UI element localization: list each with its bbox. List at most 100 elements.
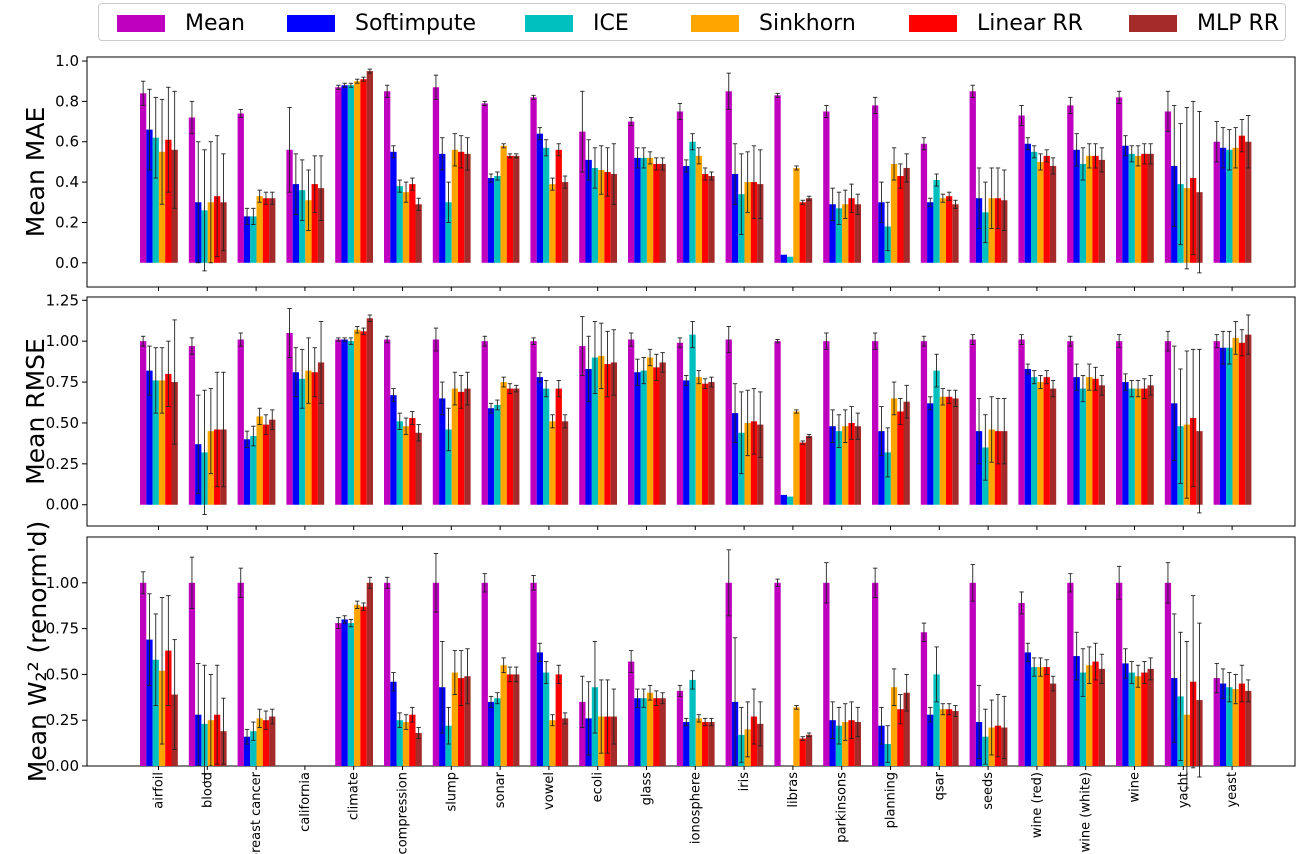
bar-mean-wine-white: [1067, 582, 1074, 766]
bar-linear-rr-sonar: [506, 155, 514, 263]
bar-softimpute-breast-cancer: [243, 736, 251, 766]
legend-label-linear-rr: Linear RR: [977, 10, 1083, 36]
bar-softimpute-sonar: [487, 408, 495, 505]
bar-mean-breast-cancer: [237, 582, 244, 766]
bar-mean-parkinsons: [823, 582, 830, 766]
bar-mlp-rr-qsar: [952, 204, 959, 263]
bar-sinkhorn-ecoli: [598, 169, 605, 263]
legend-swatch-mlp-rr: [1129, 14, 1177, 32]
bar-softimpute-airfoil: [146, 129, 153, 263]
xtick-label-climate: climate: [347, 772, 362, 820]
bar-sinkhorn-iris: [744, 422, 751, 505]
bar-mlp-rr-wine: [1147, 385, 1154, 505]
bar-mean-iris: [725, 91, 732, 263]
legend-label-mlp-rr: MLP RR: [1197, 10, 1280, 36]
bar-mean-sonar: [481, 341, 488, 505]
bar-mlp-rr-iris: [757, 424, 764, 505]
bar-linear-rr-wine-red: [1043, 377, 1050, 505]
bar-mlp-rr-vowel: [561, 182, 569, 263]
bar-linear-rr-breast-cancer: [262, 424, 270, 505]
bar-mean-vowel: [530, 341, 537, 505]
panel-3-ytick-label: 0.25: [46, 711, 79, 729]
bar-mlp-rr-wine: [1147, 668, 1154, 766]
bar-sinkhorn-sonar: [500, 665, 507, 766]
bar-sinkhorn-climate: [354, 81, 361, 263]
bar-softimpute-wine: [1122, 145, 1129, 263]
bar-softimpute-wine-red: [1024, 143, 1031, 263]
bar-mlp-rr-wine-red: [1049, 165, 1057, 263]
bar-linear-rr-libras: [799, 442, 806, 505]
bar-mean-yacht: [1164, 341, 1172, 505]
bar-ice-wine-red: [1031, 667, 1038, 766]
bar-linear-rr-qsar: [946, 709, 953, 766]
bar-linear-rr-planning: [897, 411, 904, 505]
bar-ice-breast-cancer: [250, 436, 257, 505]
bar-mean-parkinsons: [823, 111, 830, 263]
bar-mean-wine: [1116, 582, 1123, 766]
panel-2-ytick-label: 1.00: [46, 332, 79, 350]
bar-softimpute-ionosphere: [683, 165, 690, 263]
bar-sinkhorn-vowel: [549, 720, 556, 766]
bar-mean-ecoli: [579, 346, 586, 505]
bar-ice-wine: [1128, 672, 1135, 766]
bar-mlp-rr-seeds: [1001, 431, 1008, 505]
panel-2-ylabel: Mean RMSE: [21, 338, 50, 485]
bar-linear-rr-seeds: [994, 198, 1002, 263]
bar-linear-rr-wine-white: [1092, 378, 1099, 505]
panel-1-ytick-label: 1.0: [55, 52, 79, 70]
bar-mlp-rr-compression: [415, 733, 422, 766]
xtick-label-seeds: seeds: [981, 772, 996, 810]
bar-linear-rr-vowel: [555, 674, 562, 766]
bar-sinkhorn-ionosphere: [695, 155, 702, 263]
bar-linear-rr-parkinsons: [848, 198, 855, 263]
bar-ice-parkinsons: [835, 725, 843, 766]
bar-linear-rr-wine-red: [1043, 667, 1050, 766]
bar-mlp-rr-vowel: [561, 421, 569, 505]
bar-softimpute-breast-cancer: [243, 439, 251, 505]
bar-sinkhorn-sonar: [500, 382, 507, 505]
bar-softimpute-wine-red: [1024, 368, 1031, 505]
panel-1-frame: [86, 56, 1296, 288]
bar-mlp-rr-planning: [903, 167, 910, 263]
bar-linear-rr-ionosphere: [702, 174, 709, 263]
bar-ice-glass: [640, 157, 647, 263]
bar-sinkhorn-planning: [890, 687, 898, 766]
bar-sinkhorn-qsar: [939, 709, 946, 766]
bar-sinkhorn-ionosphere: [695, 377, 702, 505]
bar-mean-libras: [774, 341, 781, 505]
bar-ice-sonar: [494, 698, 501, 766]
bar-mlp-rr-iris: [757, 184, 764, 263]
xtick-label-planning: planning: [884, 772, 899, 828]
bar-softimpute-seeds: [975, 431, 983, 505]
xtick-label-yacht: yacht: [1176, 772, 1191, 808]
bar-linear-rr-compression: [409, 184, 416, 263]
bar-ice-compression: [396, 186, 403, 263]
bar-ice-vowel: [543, 147, 550, 263]
bar-mean-yeast: [1213, 341, 1220, 505]
bar-mean-glass: [628, 339, 635, 505]
panel-1-ylabel: Mean MAE: [21, 107, 50, 238]
bar-sinkhorn-wine-red: [1037, 667, 1044, 766]
bar-mlp-rr-libras: [805, 198, 813, 263]
bar-mean-sonar: [481, 582, 488, 766]
bar-ice-climate: [347, 341, 355, 505]
bar-sinkhorn-slump: [451, 388, 458, 505]
bar-sinkhorn-compression: [402, 722, 410, 766]
legend-item-mean: Mean: [117, 10, 245, 36]
legend-item-mlp-rr: MLP RR: [1129, 10, 1279, 36]
bar-mean-wine-red: [1018, 602, 1025, 766]
bar-softimpute-slump: [439, 153, 446, 263]
bar-softimpute-glass: [634, 698, 641, 766]
bar-sinkhorn-yeast: [1232, 337, 1239, 505]
bar-mean-blood: [188, 346, 196, 505]
bar-mean-blood: [188, 582, 196, 766]
bar-sinkhorn-slump: [451, 149, 458, 263]
bar-mlp-rr-sonar: [513, 388, 520, 505]
bar-ice-california: [299, 378, 306, 505]
bar-sinkhorn-parkinsons: [842, 204, 849, 263]
bar-softimpute-sonar: [487, 178, 495, 263]
bar-ice-ionosphere: [689, 141, 696, 263]
bar-softimpute-glass: [634, 157, 641, 263]
panel-2-ytick-label: 0.00: [46, 496, 79, 514]
bar-linear-rr-climate: [360, 331, 367, 505]
